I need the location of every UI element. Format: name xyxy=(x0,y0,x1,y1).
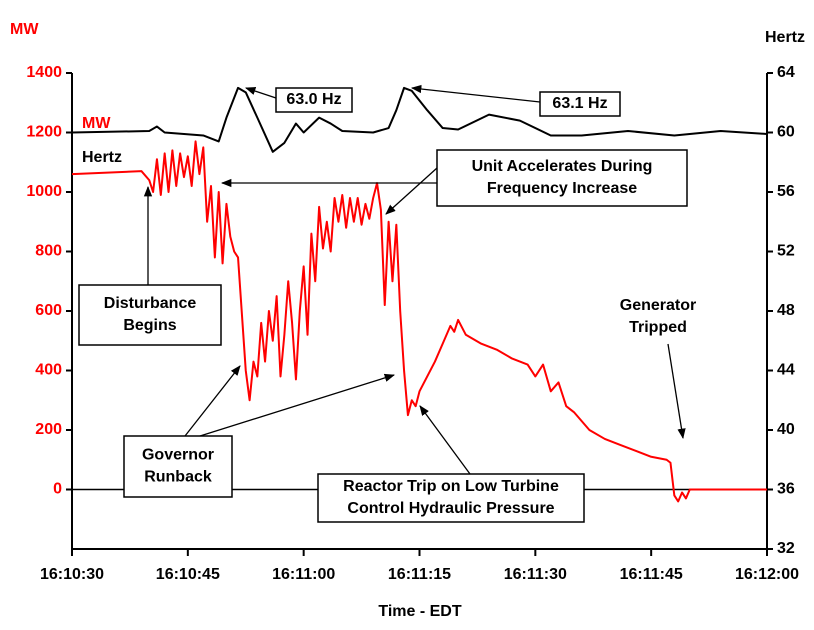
series-line xyxy=(71,140,767,503)
y2-tick-label: 48 xyxy=(777,302,795,319)
arrow xyxy=(385,167,438,215)
annotation-box xyxy=(539,91,621,117)
annotation-text: 63.0 Hz xyxy=(286,91,341,108)
series-line xyxy=(71,86,768,153)
y-tick-label: 1400 xyxy=(26,64,62,81)
annotation-text: 63.1 Hz xyxy=(552,95,607,112)
annotation-text: Governor xyxy=(142,447,214,464)
annotation-box xyxy=(317,473,585,523)
annotation-box xyxy=(436,149,688,207)
annotation-text: Begins xyxy=(123,317,176,334)
y-tick-label: 400 xyxy=(35,362,62,379)
x-axis-label: Time - EDT xyxy=(378,603,462,620)
y2-axis-label: Hertz xyxy=(765,29,805,46)
y-tick-label: 1000 xyxy=(26,183,62,200)
y-tick-label: 1200 xyxy=(26,124,62,141)
x-tick-label: 16:11:15 xyxy=(388,566,451,583)
annotation-text: Control Hydraulic Pressure xyxy=(347,500,554,517)
annotation-text: Frequency Increase xyxy=(487,180,637,197)
arrow xyxy=(184,365,241,437)
y2-tick-label: 52 xyxy=(777,243,795,260)
y-axis-label: MW xyxy=(10,21,39,38)
annotation-box xyxy=(78,284,222,346)
annotation-box xyxy=(275,87,353,113)
y2-tick-label: 60 xyxy=(777,124,795,141)
annotation-text: Unit Accelerates During xyxy=(472,158,653,175)
arrow xyxy=(245,87,277,99)
plot-area xyxy=(66,72,773,556)
series-label: MW xyxy=(82,115,111,132)
y2-tick-label: 32 xyxy=(777,540,795,557)
y-tick-label: 600 xyxy=(35,302,62,319)
x-tick-label: 16:10:30 xyxy=(40,566,104,583)
y-tick-label: 800 xyxy=(35,243,62,260)
x-tick-label: 16:12:00 xyxy=(735,566,799,583)
y2-tick-label: 56 xyxy=(777,183,795,200)
annotation-text: Reactor Trip on Low Turbine xyxy=(343,478,559,495)
annotation-text: Disturbance xyxy=(104,295,197,312)
y2-tick-label: 40 xyxy=(777,421,795,438)
annotation-text: Tripped xyxy=(629,319,687,336)
arrows xyxy=(143,84,686,475)
x-tick-label: 16:10:45 xyxy=(156,566,220,583)
y2-tick-label: 64 xyxy=(777,64,795,81)
annotation-box xyxy=(123,435,233,498)
arrow xyxy=(199,373,395,437)
y-tick-label: 200 xyxy=(35,421,62,438)
y2-tick-label: 44 xyxy=(777,362,795,379)
series-label: Hertz xyxy=(82,149,122,166)
x-tick-label: 16:11:45 xyxy=(620,566,683,583)
x-tick-label: 16:11:00 xyxy=(272,566,335,583)
y-tick-label: 0 xyxy=(53,481,62,498)
arrow xyxy=(410,84,541,103)
annotation-text: Runback xyxy=(144,469,212,486)
annotation-text: Generator xyxy=(620,297,696,314)
arrow xyxy=(419,405,471,475)
y2-tick-label: 36 xyxy=(777,481,795,498)
x-tick-label: 16:11:30 xyxy=(504,566,567,583)
arrow xyxy=(667,343,686,440)
